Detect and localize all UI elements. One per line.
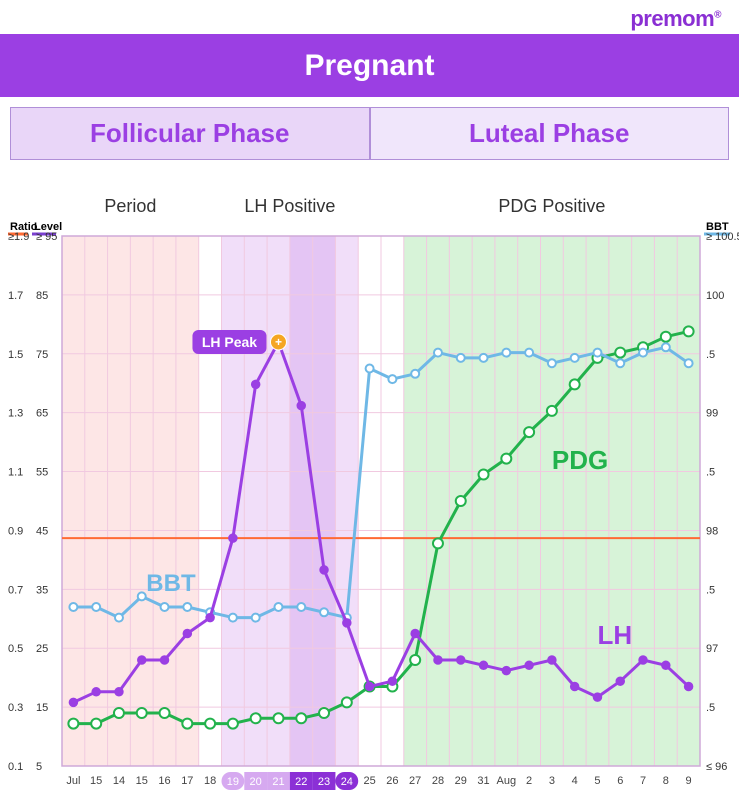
- chart-svg: PeriodLH PositivePDG PositiveRatioLevel≥…: [0, 166, 739, 806]
- svg-text:PDG: PDG: [552, 445, 608, 475]
- svg-text:≤ 96: ≤ 96: [706, 761, 727, 773]
- svg-text:5: 5: [36, 761, 42, 773]
- svg-text:14: 14: [113, 775, 125, 787]
- svg-text:4: 4: [572, 775, 578, 787]
- svg-text:9: 9: [686, 775, 692, 787]
- svg-text:7: 7: [640, 775, 646, 787]
- svg-text:0.3: 0.3: [8, 702, 23, 714]
- svg-text:1.5: 1.5: [8, 349, 23, 361]
- svg-text:15: 15: [90, 775, 102, 787]
- svg-text:1.3: 1.3: [8, 408, 23, 420]
- svg-text:26: 26: [386, 775, 398, 787]
- svg-text:23: 23: [318, 776, 330, 788]
- svg-text:Jul: Jul: [66, 775, 80, 787]
- svg-text:99: 99: [706, 408, 718, 420]
- svg-text:15: 15: [36, 702, 48, 714]
- svg-text:3: 3: [549, 775, 555, 787]
- svg-text:18: 18: [204, 775, 216, 787]
- svg-text:8: 8: [663, 775, 669, 787]
- svg-text:0.1: 0.1: [8, 761, 23, 773]
- svg-text:PDG Positive: PDG Positive: [498, 196, 605, 216]
- svg-text:0.9: 0.9: [8, 525, 23, 537]
- svg-text:0.7: 0.7: [8, 584, 23, 596]
- svg-text:98: 98: [706, 525, 718, 537]
- svg-text:.5: .5: [706, 702, 715, 714]
- svg-text:65: 65: [36, 408, 48, 420]
- svg-text:.5: .5: [706, 467, 715, 479]
- svg-text:+: +: [275, 335, 282, 349]
- svg-text:35: 35: [36, 584, 48, 596]
- svg-text:2: 2: [526, 775, 532, 787]
- svg-text:Period: Period: [104, 196, 156, 216]
- svg-text:≥ 95: ≥ 95: [36, 231, 57, 243]
- svg-text:≥ 100.5: ≥ 100.5: [706, 231, 739, 243]
- svg-text:LH Positive: LH Positive: [244, 196, 335, 216]
- svg-text:5: 5: [594, 775, 600, 787]
- svg-text:24: 24: [341, 776, 353, 788]
- svg-text:25: 25: [36, 643, 48, 655]
- svg-text:.5: .5: [706, 349, 715, 361]
- phase-follicular: Follicular Phase: [10, 107, 370, 160]
- svg-text:45: 45: [36, 525, 48, 537]
- svg-text:55: 55: [36, 467, 48, 479]
- svg-text:20: 20: [250, 776, 262, 788]
- svg-text:31: 31: [477, 775, 489, 787]
- svg-text:17: 17: [181, 775, 193, 787]
- svg-text:25: 25: [363, 775, 375, 787]
- brand-logo: premom®: [0, 0, 739, 34]
- svg-text:29: 29: [455, 775, 467, 787]
- svg-text:27: 27: [409, 775, 421, 787]
- svg-text:15: 15: [136, 775, 148, 787]
- svg-text:1.7: 1.7: [8, 290, 23, 302]
- brand-name: premom: [630, 6, 714, 31]
- svg-text:22: 22: [295, 776, 307, 788]
- brand-reg: ®: [714, 10, 721, 21]
- svg-text:75: 75: [36, 349, 48, 361]
- svg-text:BBT: BBT: [146, 570, 196, 597]
- svg-text:LH: LH: [597, 620, 632, 650]
- svg-text:Aug: Aug: [497, 775, 517, 787]
- phase-bar: Follicular Phase Luteal Phase: [10, 107, 729, 160]
- status-title: Pregnant: [0, 34, 739, 97]
- svg-text:1.1: 1.1: [8, 467, 23, 479]
- svg-text:21: 21: [272, 776, 284, 788]
- svg-text:LH Peak: LH Peak: [202, 334, 257, 350]
- cycle-chart: PeriodLH PositivePDG PositiveRatioLevel≥…: [0, 166, 739, 806]
- svg-text:≥1.9: ≥1.9: [8, 231, 29, 243]
- svg-text:19: 19: [227, 776, 239, 788]
- svg-text:85: 85: [36, 290, 48, 302]
- phase-luteal: Luteal Phase: [370, 107, 730, 160]
- svg-text:6: 6: [617, 775, 623, 787]
- svg-text:16: 16: [158, 775, 170, 787]
- svg-text:100: 100: [706, 290, 724, 302]
- svg-text:28: 28: [432, 775, 444, 787]
- svg-text:.5: .5: [706, 584, 715, 596]
- svg-text:0.5: 0.5: [8, 643, 23, 655]
- svg-text:97: 97: [706, 643, 718, 655]
